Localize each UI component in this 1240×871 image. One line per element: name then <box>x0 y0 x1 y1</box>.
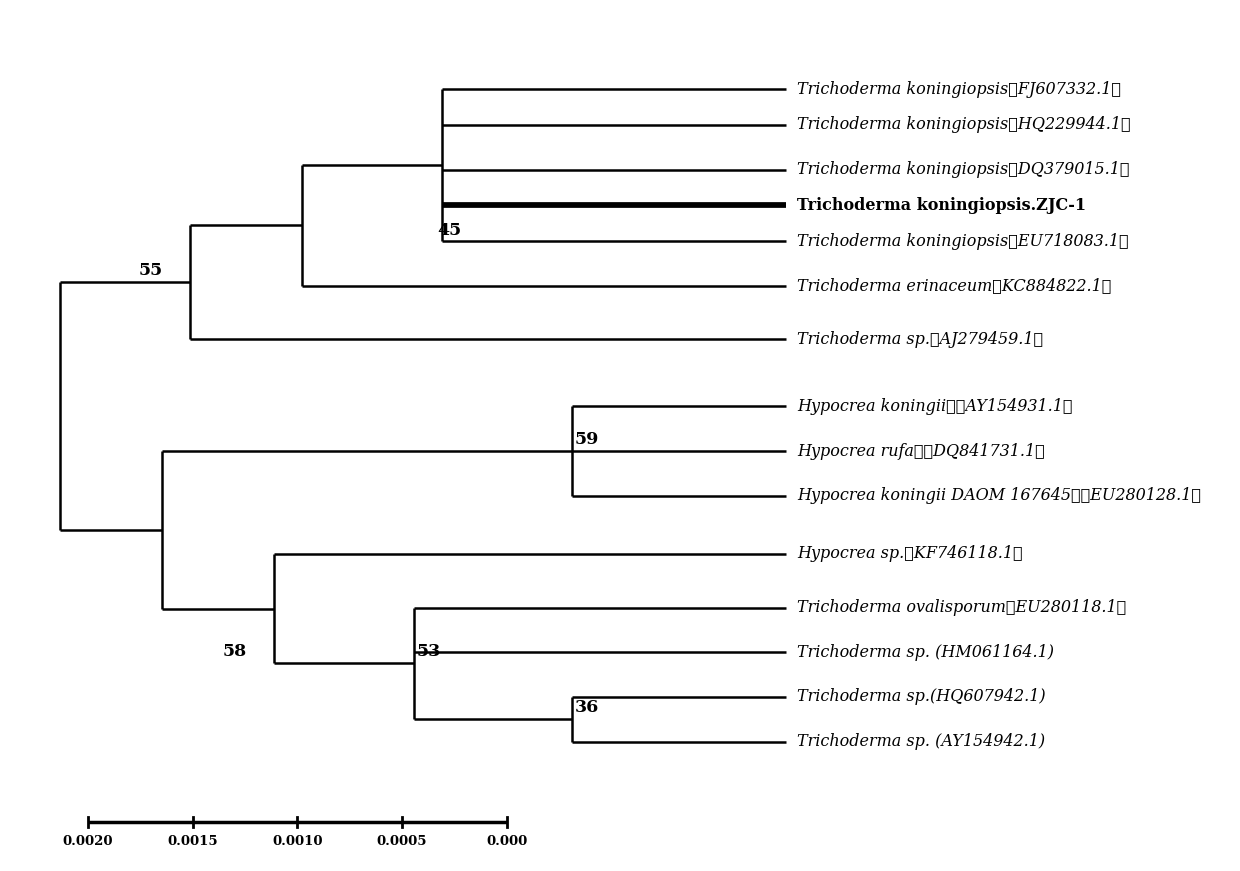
Text: Trichoderma koningiopsis（DQ379015.1）: Trichoderma koningiopsis（DQ379015.1） <box>797 161 1130 178</box>
Text: Trichoderma sp.(HQ607942.1): Trichoderma sp.(HQ607942.1) <box>797 688 1045 706</box>
Text: Trichoderma sp. (AY154942.1): Trichoderma sp. (AY154942.1) <box>797 733 1045 750</box>
Text: 0.000: 0.000 <box>486 834 527 847</box>
Text: Trichoderma ovalisporum（EU280118.1）: Trichoderma ovalisporum（EU280118.1） <box>797 599 1126 616</box>
Text: 53: 53 <box>417 644 440 660</box>
Text: 0.0005: 0.0005 <box>377 834 428 847</box>
Text: Trichoderma koningiopsis（FJ607332.1）: Trichoderma koningiopsis（FJ607332.1） <box>797 81 1121 98</box>
Text: 45: 45 <box>436 222 461 239</box>
Text: Trichoderma sp.（AJ279459.1）: Trichoderma sp.（AJ279459.1） <box>797 331 1043 348</box>
Text: Trichoderma koningiopsis（HQ229944.1）: Trichoderma koningiopsis（HQ229944.1） <box>797 117 1131 133</box>
Text: 0.0010: 0.0010 <box>272 834 322 847</box>
Text: Hypocrea koningii　（AY154931.1）: Hypocrea koningii （AY154931.1） <box>797 398 1073 415</box>
Text: 0.0015: 0.0015 <box>167 834 218 847</box>
Text: Trichoderma sp. (HM061164.1): Trichoderma sp. (HM061164.1) <box>797 644 1054 661</box>
Text: Hypocrea sp.（KF746118.1）: Hypocrea sp.（KF746118.1） <box>797 545 1023 563</box>
Text: 55: 55 <box>139 262 164 280</box>
Text: 36: 36 <box>574 699 599 716</box>
Text: 59: 59 <box>574 431 599 448</box>
Text: 0.0020: 0.0020 <box>63 834 113 847</box>
Text: Trichoderma erinaceum（KC884822.1）: Trichoderma erinaceum（KC884822.1） <box>797 277 1111 294</box>
Text: Trichoderma koningiopsis.ZJC-1: Trichoderma koningiopsis.ZJC-1 <box>797 197 1086 213</box>
Text: Hypocrea rufa　（DQ841731.1）: Hypocrea rufa （DQ841731.1） <box>797 442 1045 460</box>
Text: Trichoderma koningiopsis（EU718083.1）: Trichoderma koningiopsis（EU718083.1） <box>797 233 1128 250</box>
Text: Hypocrea koningii DAOM 167645　（EU280128.1）: Hypocrea koningii DAOM 167645 （EU280128.… <box>797 488 1202 504</box>
Text: 58: 58 <box>223 644 247 660</box>
